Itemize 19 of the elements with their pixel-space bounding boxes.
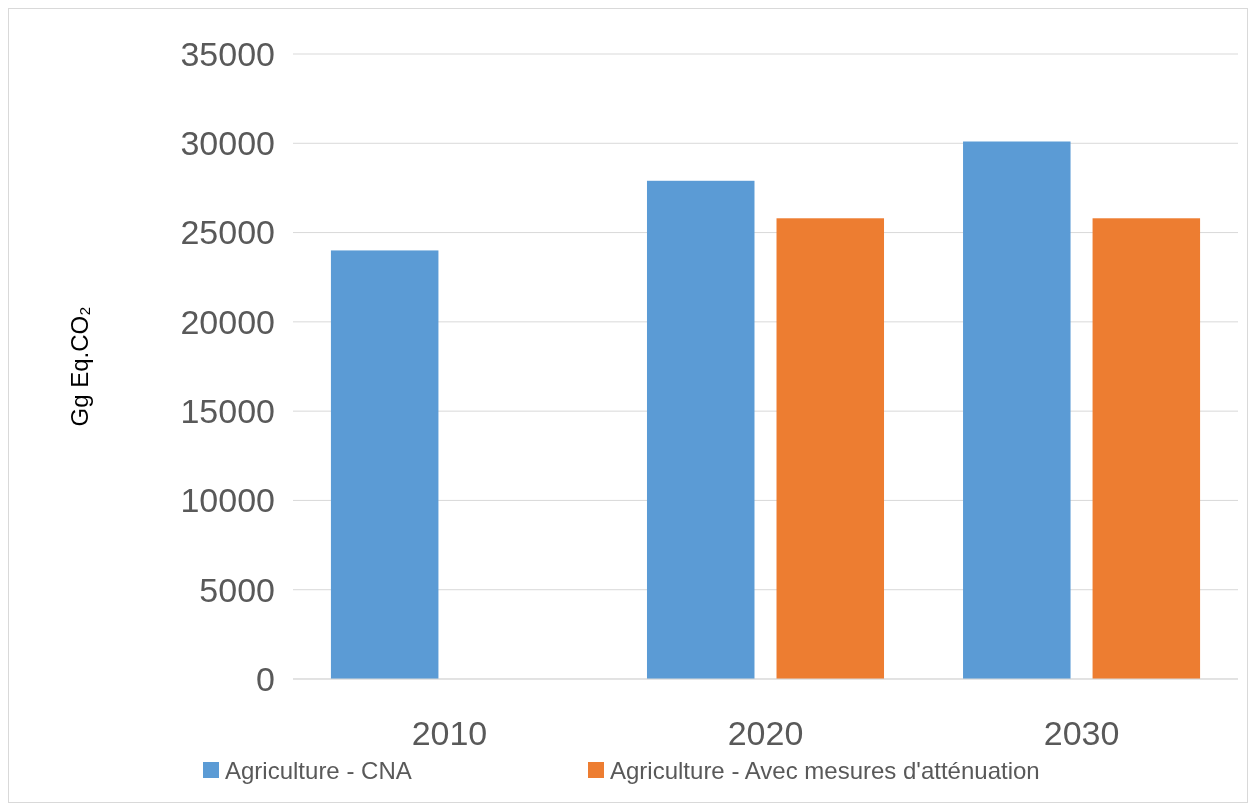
y-axis-title: Gg Eq.CO₂	[66, 306, 93, 427]
bar	[776, 218, 885, 679]
y-tick-label: 15000	[180, 392, 275, 431]
y-tick-label: 35000	[180, 34, 275, 73]
bar	[963, 141, 1071, 679]
x-tick-label: 2010	[411, 714, 488, 752]
bar	[330, 250, 439, 679]
legend-label: Agriculture - Avec mesures d'atténuation	[610, 757, 1040, 785]
bar	[1092, 218, 1201, 679]
y-tick-label: 10000	[180, 481, 275, 520]
x-tick-label: 2030	[1043, 714, 1120, 752]
x-tick-label: 2020	[727, 714, 804, 752]
y-tick-label: 25000	[180, 213, 275, 252]
y-tick-label: 0	[256, 659, 275, 698]
y-tick-label: 5000	[199, 570, 275, 609]
y-tick-label: 20000	[180, 302, 275, 341]
legend-label: Agriculture - CNA	[225, 757, 412, 785]
bar	[646, 180, 755, 679]
y-tick-label: 30000	[180, 124, 275, 163]
